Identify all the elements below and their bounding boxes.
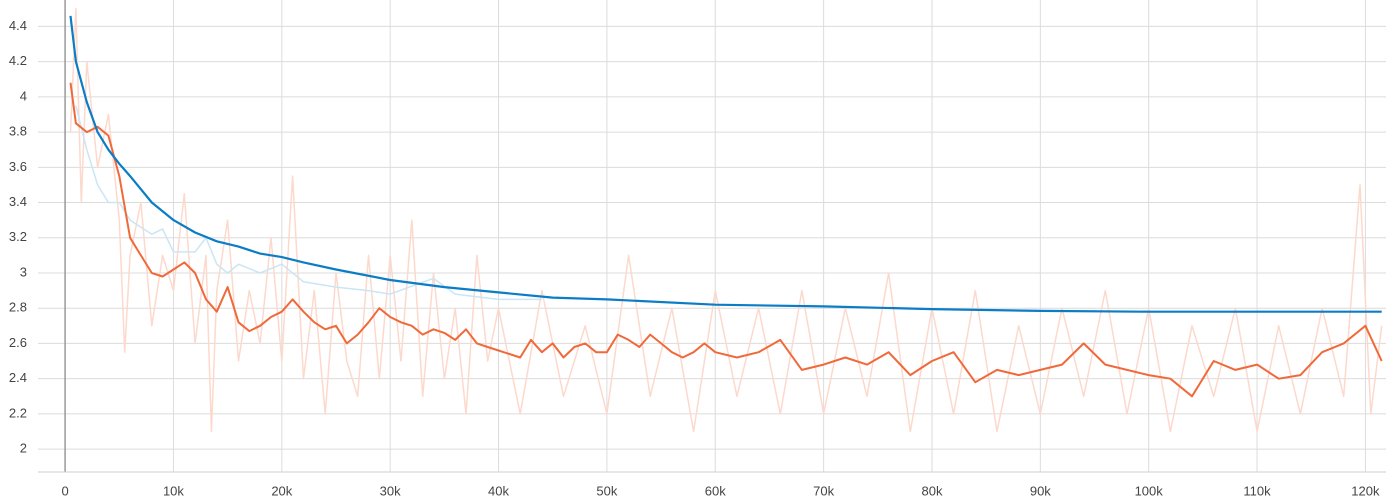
y-tick-label: 3.4 — [9, 194, 27, 209]
series-line — [69, 8, 1383, 433]
y-tick-label: 3.8 — [9, 124, 27, 139]
x-tick-label: 10k — [163, 483, 184, 498]
y-tick-label: 3.2 — [9, 229, 27, 244]
y-tick-label: 2.2 — [9, 405, 27, 420]
x-tick-label: 100k — [1135, 483, 1164, 498]
y-tick-label: 4.4 — [9, 18, 27, 33]
y-tick-label: 4.2 — [9, 53, 27, 68]
y-tick-label: 2.8 — [9, 300, 27, 315]
series-line — [69, 15, 1382, 313]
y-tick-label: 3 — [20, 264, 27, 279]
x-tick-label: 0 — [61, 483, 68, 498]
x-tick-label: 40k — [488, 483, 509, 498]
x-tick-label: 20k — [271, 483, 292, 498]
x-tick-label: 70k — [813, 483, 834, 498]
x-tick-label: 60k — [705, 483, 726, 498]
series-line — [75, 105, 542, 301]
x-tick-label: 110k — [1243, 483, 1271, 498]
x-tick-label: 30k — [380, 483, 401, 498]
y-tick-label: 4 — [20, 88, 27, 103]
x-tick-label: 80k — [921, 483, 942, 498]
y-tick-label: 3.6 — [9, 159, 27, 174]
y-tick-label: 2.6 — [9, 335, 27, 350]
y-tick-label: 2 — [20, 441, 27, 456]
x-tick-label: 120k — [1351, 483, 1380, 498]
x-tick-label: 50k — [596, 483, 617, 498]
x-tick-label: 90k — [1030, 483, 1051, 498]
y-tick-label: 2.4 — [9, 370, 27, 385]
series-line — [69, 82, 1383, 398]
